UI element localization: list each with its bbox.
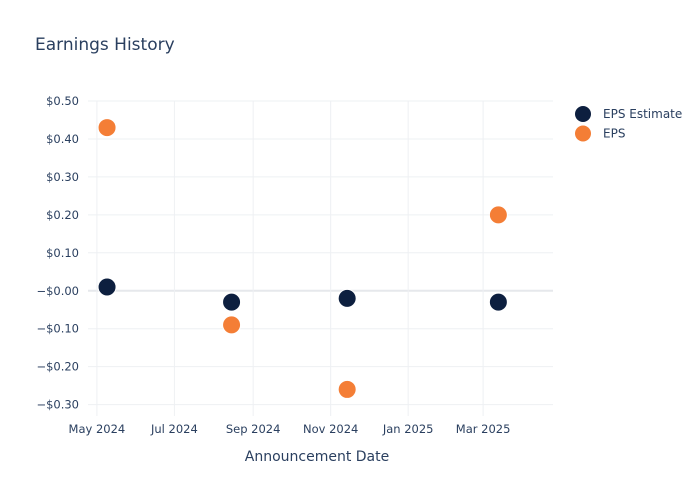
x-axis-ticks: May 2024 Jul 2024 Sep 2024 Nov 2024 Jan 2025… [69, 422, 511, 436]
x-tick-label: Sep 2024 [226, 422, 281, 436]
eps-estimate-marker [337, 288, 357, 308]
x-tick-label: Nov 2024 [303, 422, 358, 436]
eps-marker [222, 315, 242, 335]
legend-item-eps-estimate[interactable]: EPS Estimate [575, 106, 682, 122]
y-tick-label: −$0.30 [36, 398, 79, 412]
x-tick-label: Jan 2025 [382, 422, 434, 436]
y-tick-label: $0.20 [46, 208, 79, 222]
legend-label-eps: EPS [603, 127, 625, 141]
legend-marker-eps-estimate [575, 106, 591, 122]
y-axis-ticks: $0.50 $0.40 $0.30 $0.20 $0.10 −$0.00 −$0.10 −$0… [36, 94, 79, 412]
y-tick-label: −$0.20 [36, 360, 79, 374]
y-tick-label: $0.30 [46, 170, 79, 184]
y-tick-label: $0.10 [46, 246, 79, 260]
legend-item-eps[interactable]: EPS [575, 125, 625, 142]
chart-title: Earnings History [35, 35, 175, 55]
y-tick-label: −$0.10 [36, 322, 79, 336]
data-markers [97, 118, 508, 399]
y-tick-label: −$0.00 [36, 284, 79, 298]
legend-label-eps-estimate: EPS Estimate [603, 107, 682, 121]
legend[interactable]: EPS Estimate EPS [575, 106, 682, 142]
y-tick-label: $0.40 [46, 132, 79, 146]
eps-marker [488, 205, 508, 225]
x-axis-title: Announcement Date [245, 449, 389, 465]
y-tick-label: $0.50 [46, 94, 79, 108]
x-tick-label: Jul 2024 [150, 422, 198, 436]
grid [88, 100, 553, 416]
eps-estimate-marker [97, 277, 117, 297]
eps-marker [97, 118, 117, 138]
eps-marker [337, 379, 357, 399]
x-tick-label: Mar 2025 [456, 422, 511, 436]
eps-estimate-marker [222, 292, 242, 312]
x-tick-label: May 2024 [69, 422, 126, 436]
eps-estimate-marker [488, 292, 508, 312]
legend-marker-eps [575, 125, 591, 142]
